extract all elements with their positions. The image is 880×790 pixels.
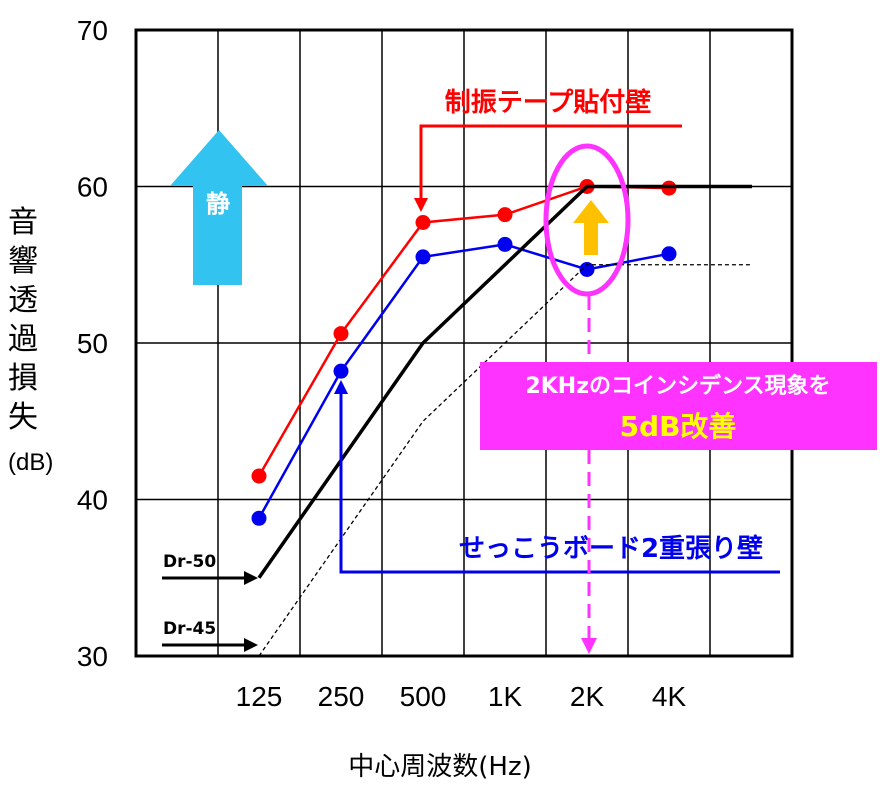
dr45-label: Dr-45 (163, 619, 216, 639)
red-series-label: 制振テープ貼付壁 (445, 87, 651, 118)
data-point-marker (333, 326, 349, 342)
coincidence-callout-box: 2KHzのコインシデンス現象を 5dB改善 (480, 362, 877, 450)
data-point-marker (415, 249, 431, 265)
y-axis-label-char: 損 (8, 361, 38, 396)
y-axis-label-char: 音 (8, 205, 38, 240)
x-tick-label: 1K (488, 681, 523, 712)
x-tick-label: 4K (652, 681, 687, 712)
dr45-arrow-icon (162, 638, 258, 652)
y-tick-label: 60 (77, 172, 108, 203)
x-tick-label: 500 (400, 681, 447, 712)
data-point-marker (497, 236, 513, 252)
y-tick-label: 70 (77, 15, 108, 46)
quiet-up-arrow-icon: 静 (170, 130, 268, 285)
callout-line2: 5dB改善 (620, 410, 737, 443)
data-point-marker (497, 207, 513, 223)
data-point-marker (661, 246, 677, 262)
data-point-marker (251, 510, 267, 526)
data-point-marker (333, 363, 349, 379)
highlight-ellipse (543, 143, 631, 297)
y-tick-label: 40 (77, 485, 108, 516)
y-axis-label-char: 過 (8, 322, 38, 357)
y-axis-ticks: 30 40 50 60 70 (77, 15, 108, 672)
x-tick-label: 250 (318, 681, 365, 712)
y-axis-label-char: 響 (8, 244, 38, 279)
red-callout-arrow-icon (414, 124, 682, 212)
data-point-marker (415, 214, 431, 230)
series-line-せっこうボード2重張り壁 (257, 243, 670, 519)
y-axis-label-char: 透 (8, 283, 38, 318)
series-line-Dr-45 (258, 264, 752, 657)
blue-series-label: せっこうボード2重張り壁 (459, 533, 763, 564)
improvement-up-arrow-icon (573, 200, 609, 255)
grid-lines (134, 28, 794, 658)
x-tick-label: 125 (236, 681, 283, 712)
plot-border (134, 28, 794, 658)
y-axis-label-char: 失 (8, 400, 38, 435)
quiet-label: 静 (206, 190, 230, 218)
y-tick-label: 50 (77, 328, 108, 359)
y-tick-label: 30 (77, 641, 108, 672)
magenta-dashed-arrow-icon (581, 296, 597, 654)
data-point-marker (579, 261, 595, 277)
y-axis-unit: (dB) (8, 449, 53, 476)
callout-line1: 2KHzのコインシデンス現象を (525, 373, 830, 399)
dr50-label: Dr-50 (163, 552, 216, 572)
x-axis-ticks: 125 250 500 1K 2K 4K (236, 681, 687, 712)
blue-callout-arrow-icon (334, 380, 780, 574)
data-point-marker (251, 468, 267, 484)
dr50-arrow-icon (162, 571, 258, 585)
x-tick-label: 2K (570, 681, 605, 712)
x-axis-label: 中心周波数(Hz) (348, 752, 532, 782)
